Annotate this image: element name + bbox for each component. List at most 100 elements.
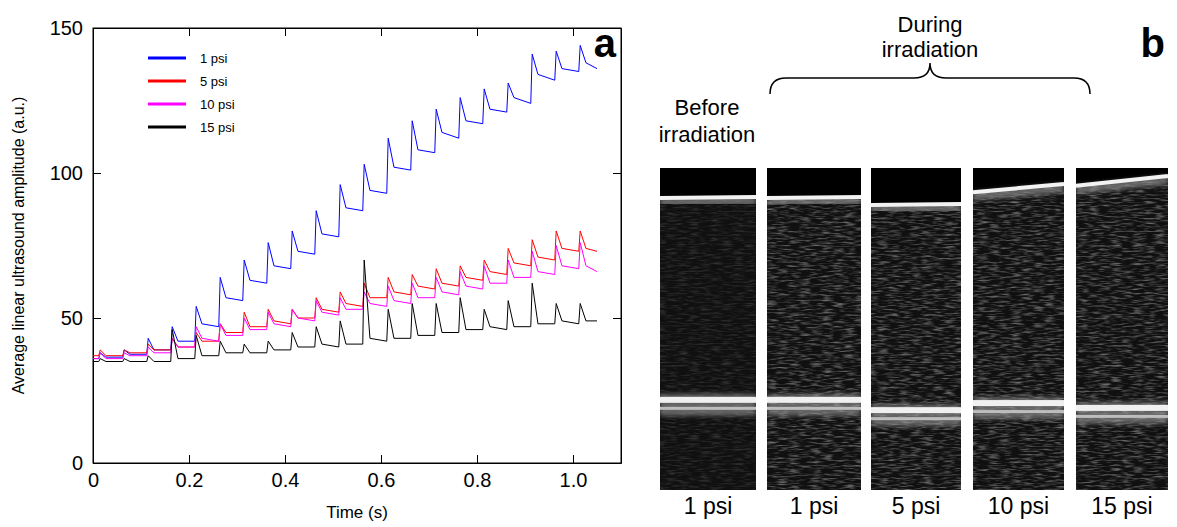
tick: [381, 28, 382, 36]
tick-mark: [285, 455, 286, 463]
wall-top: [660, 195, 756, 200]
tick-label: 0.4: [272, 469, 300, 491]
panel-letter: b: [1141, 21, 1165, 65]
wall-bottom-glow: [660, 394, 756, 416]
legend: 1 psi5 psi10 psi15 psi: [148, 51, 235, 135]
tick-label: 50: [61, 307, 83, 329]
wall-top: [871, 202, 961, 207]
axis-line: [94, 463, 622, 464]
axis-line: [94, 28, 622, 29]
tick-mark: [573, 28, 574, 36]
ultrasound-frame: [767, 168, 861, 490]
wall-bottom-echo: [871, 417, 961, 420]
tick: 0.6: [368, 455, 396, 491]
tick-label: 100: [50, 162, 83, 184]
x-axis: 0 0.2 0.4 0.6 0.8 1.0: [88, 455, 622, 491]
y-axis: 0 50 100 150: [50, 17, 101, 474]
wall-top: [973, 184, 1064, 192]
frame-background: [871, 168, 961, 490]
group-label: Beforeirradiation: [659, 95, 756, 147]
frame-dark-top: [660, 168, 756, 198]
axis-line: [621, 29, 622, 464]
tick: 0.2: [176, 455, 204, 491]
ultrasound-images: [660, 168, 1168, 490]
wall-bottom-echo: [1076, 415, 1168, 418]
tick-mark: [477, 455, 478, 463]
wall-glow: [871, 204, 961, 214]
legend-label: 10 psi: [200, 97, 235, 112]
panel-letter: a: [594, 21, 617, 65]
tick: 1.0: [560, 455, 588, 491]
frame-background: [660, 168, 756, 490]
tick-label: 1.0: [560, 469, 588, 491]
axis-line: [93, 29, 94, 464]
wall-bottom-glow: [973, 397, 1064, 419]
tick-mark: [189, 455, 190, 463]
ultrasound-frame: [660, 168, 756, 490]
tick: 100: [50, 162, 101, 184]
frame-speckle: [973, 168, 1064, 490]
tick-mark: [93, 28, 101, 29]
group-brace: [770, 63, 1090, 94]
wall-bottom-echo: [660, 407, 756, 410]
wall-bottom-glow: [871, 404, 961, 426]
tick-label: 0.2: [176, 469, 204, 491]
tick-label: 0: [72, 452, 83, 474]
wall-glow: [767, 196, 861, 206]
legend-swatch: [148, 126, 186, 129]
tick: 0.4: [272, 455, 300, 491]
tick-mark: [613, 173, 621, 174]
tick-label: 150: [50, 17, 83, 39]
tick: 50: [61, 307, 101, 329]
figure: 0 0.2 0.4 0.6 0.8 1.0 0 50 100 150 Time (s) Average…: [0, 0, 1177, 527]
frame-label: 1 psi: [684, 493, 733, 519]
frame-dark-top: [767, 168, 861, 198]
tick-mark: [93, 318, 101, 319]
series-line: [93, 45, 597, 358]
frame-background: [973, 168, 1064, 490]
tick-label: 0.8: [464, 469, 492, 491]
wall-top: [1076, 176, 1168, 186]
ultrasound-frame: [1076, 168, 1168, 490]
wall-bottom: [1076, 405, 1168, 411]
plot-lines: [93, 45, 597, 361]
frame-background: [767, 168, 861, 490]
wall-bottom-echo: [973, 410, 1064, 413]
series-line: [93, 260, 597, 362]
legend-label: 15 psi: [200, 120, 235, 135]
tick-label: 0: [88, 469, 99, 491]
y-axis-title: Average linear ultrasound amplitude (a.u…: [10, 97, 27, 395]
tick-mark: [93, 463, 101, 464]
frame-label: 5 psi: [892, 493, 941, 519]
legend-swatch: [148, 57, 186, 60]
series-line: [93, 231, 597, 356]
wall-bottom: [767, 397, 861, 403]
x-axis-top: [94, 28, 622, 36]
tick: 0: [72, 452, 101, 474]
tick: 0.8: [464, 455, 492, 491]
frame-speckle: [660, 168, 756, 490]
tick-mark: [93, 173, 101, 174]
legend-swatch: [148, 103, 186, 106]
tick-mark: [189, 28, 190, 36]
frame-label: 15 psi: [1091, 493, 1152, 519]
tick: [573, 28, 574, 36]
frame-speckle: [767, 168, 861, 490]
wall-top: [767, 195, 861, 200]
ultrasound-frame: [871, 168, 961, 490]
plot-frame: [93, 28, 621, 463]
group-label: Duringirradiation: [882, 12, 979, 62]
frame-label: 10 psi: [988, 493, 1049, 519]
tick-mark: [477, 28, 478, 36]
wall-bottom: [871, 407, 961, 413]
frame-speckle: [1076, 168, 1168, 490]
legend-swatch: [148, 80, 186, 83]
tick: [285, 28, 286, 36]
legend-label: 5 psi: [200, 74, 228, 89]
ultrasound-frame: [973, 168, 1064, 490]
x-axis-title: Time (s): [326, 503, 388, 522]
y-axis-right: [613, 29, 622, 464]
frame-speckle: [871, 168, 961, 490]
wall-bottom: [660, 397, 756, 403]
tick-label: 0.6: [368, 469, 396, 491]
